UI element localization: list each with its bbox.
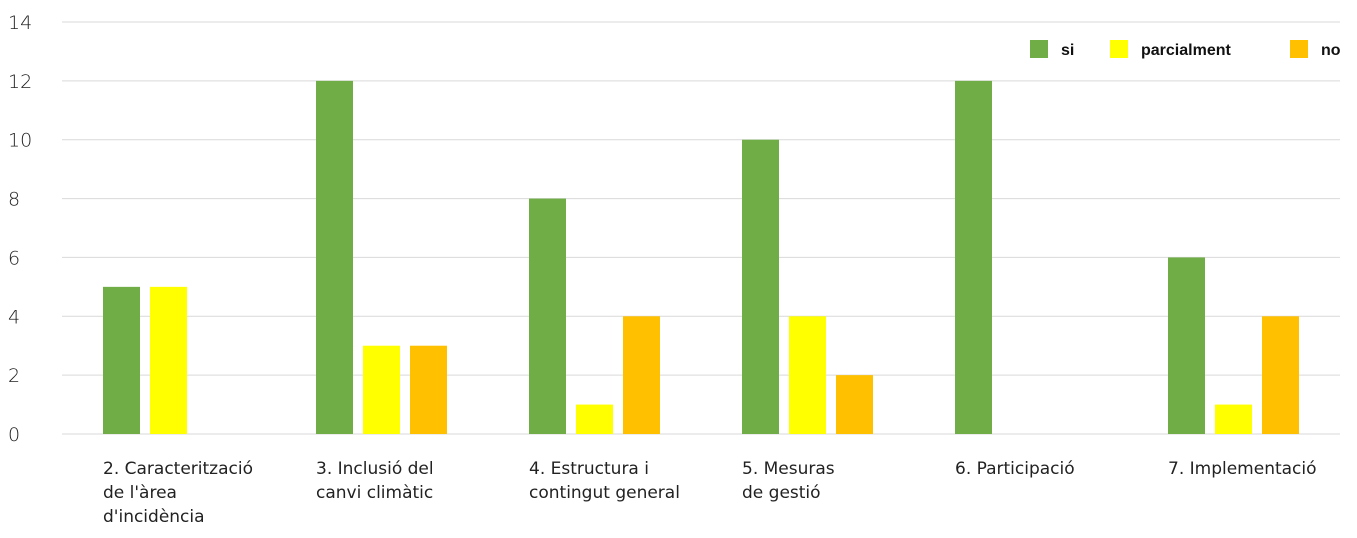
legend-swatch-si — [1030, 40, 1048, 58]
x-tick-label: 7. Implementació — [1168, 459, 1317, 479]
legend: si parcialment no — [1030, 40, 1341, 59]
bar-si-4 — [742, 139, 779, 434]
x-tick-label: 2. Caracterització de l'àrea d'incidència — [103, 459, 253, 527]
y-tick-label: 12 — [8, 71, 32, 93]
legend-swatch-parcialment — [1110, 40, 1128, 58]
bar-parcialment-6 — [1215, 404, 1252, 434]
legend-label: parcialment — [1141, 42, 1231, 59]
y-tick-label: 8 — [8, 189, 20, 211]
bar-no-2 — [410, 345, 447, 434]
x-tick-label: 3. Inclusió del canvi climàtic — [316, 459, 434, 503]
bar-parcialment-4 — [789, 316, 826, 434]
bar-si-2 — [316, 80, 353, 434]
x-axis-labels: 2. Caracterització de l'àrea d'incidència 3… — [103, 459, 1317, 527]
bar-si-1 — [103, 286, 140, 434]
legend-label: si — [1061, 42, 1074, 59]
gridlines — [62, 21, 1340, 435]
bars — [103, 80, 1299, 434]
legend-swatch-no — [1290, 40, 1308, 58]
y-tick-label: 10 — [8, 130, 32, 152]
y-axis-ticks: 0 2 4 6 8 10 12 14 — [8, 12, 32, 446]
x-tick-label: 5. Mesuras de gestió — [742, 459, 835, 503]
bar-no-3 — [623, 316, 660, 434]
y-tick-label: 14 — [8, 12, 32, 34]
bar-no-6 — [1262, 316, 1299, 434]
y-tick-label: 6 — [8, 247, 20, 269]
bar-parcialment-1 — [150, 286, 187, 434]
x-tick-label: 4. Estructura i contingut general — [529, 459, 680, 503]
bar-si-5 — [955, 80, 992, 434]
legend-label: no — [1321, 42, 1341, 59]
y-tick-label: 4 — [8, 306, 20, 328]
x-tick-label: 6. Participació — [955, 459, 1075, 479]
y-tick-label: 2 — [8, 365, 20, 387]
bar-si-6 — [1168, 257, 1205, 434]
y-tick-label: 0 — [8, 424, 20, 446]
bar-parcialment-3 — [576, 404, 613, 434]
bar-parcialment-2 — [363, 345, 400, 434]
bar-si-3 — [529, 198, 566, 434]
bar-no-4 — [836, 375, 873, 434]
